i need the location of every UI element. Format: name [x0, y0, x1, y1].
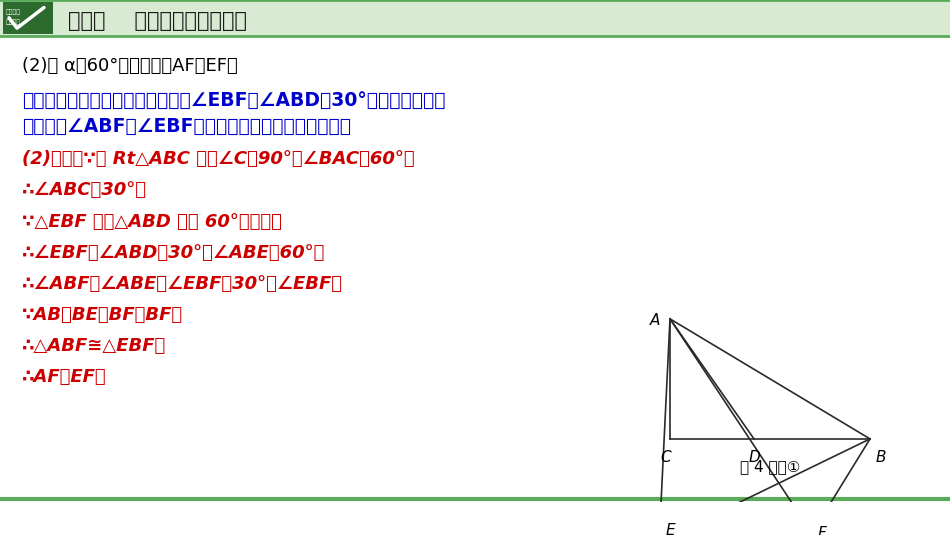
Text: ∴∠ABF＝∠ABE－∠EBF＝30°＝∠EBF，: ∴∠ABF＝∠ABE－∠EBF＝30°＝∠EBF， [22, 275, 343, 293]
Text: 万吹中考: 万吹中考 [6, 10, 21, 15]
Text: B: B [876, 450, 886, 465]
Text: D: D [749, 450, 760, 465]
Text: ∴△ABF≅△EBF，: ∴△ABF≅△EBF， [22, 337, 166, 355]
Text: ∵AB＝BE，BF＝BF，: ∵AB＝BE，BF＝BF， [22, 306, 183, 324]
Text: ∵△EBF 是由△ABD 旋转 60°得到的，: ∵△EBF 是由△ABD 旋转 60°得到的， [22, 213, 282, 231]
Text: ∴∠ABC＝30°，: ∴∠ABC＝30°， [22, 181, 147, 200]
Text: ∴∠EBF＝∠ABD＝30°，∠ABE＝60°，: ∴∠EBF＝∠ABD＝30°，∠ABE＝60°， [22, 244, 325, 262]
Text: E: E [665, 523, 674, 535]
Text: 讲练研究: 讲练研究 [6, 20, 21, 25]
Text: 【思维教练】根据旋转的性质可得∠EBF＝∠ABD＝30°，根据旋转角的: 【思维教练】根据旋转的性质可得∠EBF＝∠ABD＝30°，根据旋转角的 [22, 91, 446, 110]
Text: C: C [660, 450, 672, 465]
Text: 类型三    旋转引起的探究问题: 类型三 旋转引起的探究问题 [68, 11, 247, 30]
Text: 度数可得∠ABF＝∠EBF，通过证明三角形全等即可得证: 度数可得∠ABF＝∠EBF，通过证明三角形全等即可得证 [22, 117, 351, 136]
Text: A: A [650, 313, 660, 328]
Text: 例 4 题图①: 例 4 题图① [740, 460, 800, 475]
Text: (2)证明：∵在 Rt△ABC 中，∠C＝90°，∠BAC＝60°，: (2)证明：∵在 Rt△ABC 中，∠C＝90°，∠BAC＝60°， [22, 150, 414, 169]
Text: F: F [818, 525, 826, 535]
Bar [3, 2, 53, 34]
Text: (2)当 α＝60°时，求证：AF＝EF；: (2)当 α＝60°时，求证：AF＝EF； [22, 57, 238, 75]
Text: ∴AF＝EF；: ∴AF＝EF； [22, 368, 106, 386]
Bar [0, 0, 950, 36]
